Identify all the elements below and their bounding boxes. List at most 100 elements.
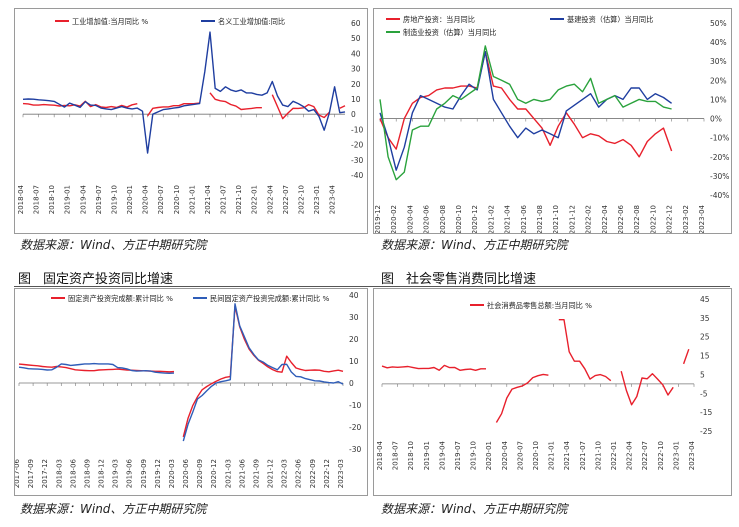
- x-tick-label: 2020-04: [406, 204, 414, 233]
- x-tick-label: 2019-10: [110, 185, 118, 214]
- x-tick-label: 2022-10: [657, 441, 665, 470]
- x-tick-label: 2019-01: [423, 441, 431, 470]
- x-tick-label: 2022-01: [251, 185, 259, 214]
- x-tick-label: 2022-01: [610, 441, 618, 470]
- x-tick-label: 2021-06: [238, 458, 246, 488]
- x-tick-label: 2023-02: [682, 205, 690, 233]
- figure-label: 图: [18, 272, 32, 287]
- chart-industrial-value-added: -40 -30 -20 -10 0 10 20 30 40 50 60 2018-04 2018-07 2…: [14, 8, 368, 234]
- y-tick-label: -15: [700, 408, 712, 417]
- x-tick-label: 2020-02: [390, 205, 398, 233]
- x-tick-label: 2020-07: [157, 185, 165, 214]
- caption-divider: [14, 286, 730, 287]
- series-line: [379, 45, 672, 181]
- x-tick-label: 2020-09: [196, 459, 204, 488]
- x-tick-label: 2018-09: [83, 459, 91, 488]
- x-tick-label: 2018-12: [98, 459, 106, 488]
- y-tick-label: 50: [351, 34, 361, 43]
- x-tick-label: 2021-02: [487, 205, 495, 233]
- x-tick-label: 2022-07: [282, 185, 290, 214]
- chart-investment-monthly: -40% -30% -20% -10% 0% 10% 20% 30% 40% 50% 2019-12…: [373, 8, 732, 234]
- x-tick-label: 2021-01: [548, 441, 556, 470]
- y-tick-label: -10: [351, 125, 363, 134]
- x-tick-label: 2020-10: [532, 441, 540, 470]
- y-tick-label: 5: [700, 370, 705, 379]
- series-line: [18, 303, 344, 442]
- legend-label: 制造业投资（估算）当月同比: [403, 28, 496, 37]
- legend-label: 固定资产投资完成额:累计同比 %: [68, 294, 173, 303]
- y-tick-label: 30: [349, 313, 359, 322]
- x-tick-label: 2021-09: [252, 459, 260, 488]
- x-tick-label: 2020-06: [423, 204, 431, 233]
- x-tick-label: 2022-12: [666, 205, 674, 233]
- x-tick-label: 2020-01: [485, 441, 493, 470]
- series-line: [379, 51, 673, 171]
- y-tick-label: -30%: [710, 172, 729, 181]
- y-tick-label: 30%: [710, 57, 727, 66]
- y-tick-label: 50%: [710, 19, 727, 28]
- y-tick-label: 15: [700, 352, 710, 361]
- y-tick-label: 20%: [710, 76, 727, 85]
- caption-fixed-asset-investment: 图固定资产投资同比增速: [18, 268, 173, 287]
- x-tick-label: 2019-12: [374, 205, 382, 233]
- series-line: [18, 305, 344, 438]
- x-tick-label: 2021-07: [579, 441, 587, 470]
- x-tick-label: 2021-10: [235, 185, 243, 214]
- x-tick-label: 2021-08: [536, 205, 544, 233]
- y-tick-label: 45: [700, 295, 710, 304]
- x-tick-label: 2018-06: [69, 458, 77, 488]
- source-note-4: 数据来源：Wind、方正中期研究院: [381, 502, 568, 516]
- x-tick-label: 2023-01: [672, 441, 680, 470]
- x-tick-label: 2022-06: [617, 204, 625, 233]
- x-tick-label: 2022-04: [266, 184, 274, 214]
- x-tick-label: 2019-06: [126, 458, 134, 488]
- x-tick-label: 2021-10: [594, 441, 602, 470]
- x-tick-label: 2020-01: [126, 185, 134, 214]
- x-tick-label: 2017-09: [27, 459, 35, 488]
- x-tick-label: 2022-07: [641, 441, 649, 470]
- x-tick-label: 2020-10: [455, 205, 463, 233]
- chart-industrial-value-added-svg: -40 -30 -20 -10 0 10 20 30 40 50 60 2018-04 2018-07 2…: [17, 17, 363, 214]
- x-tick-label: 2019-07: [95, 185, 103, 214]
- x-tick-label: 2022-04: [601, 204, 609, 233]
- y-tick-label: 25: [700, 333, 710, 342]
- series-line: [379, 51, 673, 158]
- y-tick-label: -40%: [710, 191, 729, 200]
- series-line: [22, 92, 346, 120]
- x-tick-label: 2021-10: [552, 205, 560, 233]
- y-tick-label: 35: [700, 314, 710, 323]
- x-tick-label: 2020-03: [168, 459, 176, 488]
- x-tick-label: 2023-04: [698, 204, 706, 233]
- x-tick-label: 2021-07: [220, 185, 228, 214]
- x-tick-label: 2019-12: [154, 459, 162, 488]
- x-tick-label: 2019-04: [438, 440, 446, 470]
- x-tick-label: 2019-10: [470, 441, 478, 470]
- x-tick-label: 2020-07: [516, 441, 524, 470]
- figure-label: 图: [381, 272, 395, 287]
- x-tick-label: 2018-03: [55, 459, 63, 488]
- x-tick-label: 2020-10: [173, 185, 181, 214]
- x-tick-label: 2022-10: [649, 205, 657, 233]
- x-tick-label: 2022-02: [585, 205, 593, 233]
- x-tick-label: 2019-03: [112, 459, 120, 488]
- x-tick-label: 2021-04: [504, 204, 512, 233]
- y-tick-label: 20: [349, 335, 359, 344]
- y-tick-label: -10%: [710, 134, 729, 143]
- y-tick-label: -10: [349, 401, 361, 410]
- y-tick-label: 10: [351, 95, 361, 104]
- x-tick-label: 2018-04: [376, 440, 384, 470]
- x-tick-label: 2021-03: [224, 459, 232, 488]
- y-tick-label: -30: [351, 156, 363, 165]
- x-tick-label: 2020-06: [182, 458, 190, 488]
- chart-fixed-asset-investment: -30 -20 -10 0 10 20 30 40 2017-06 2017-09 2017-12 2…: [14, 288, 368, 496]
- chart-retail-sales: -25 -15 -5 5 15 25 35 45 2018-04 2018-07 2018-10 20…: [373, 288, 732, 496]
- x-tick-label: 2021-12: [568, 205, 576, 233]
- legend-label: 基建投资（估算）当月同比: [567, 15, 653, 24]
- caption-title: 社会零售消费同比增速: [406, 272, 537, 287]
- y-tick-label: 10%: [710, 95, 727, 104]
- x-tick-label: 2021-04: [563, 440, 571, 470]
- legend-label: 民间固定资产投资完成额:累计同比 %: [210, 294, 330, 303]
- x-tick-label: 2020-12: [471, 205, 479, 233]
- x-tick-label: 2022-10: [297, 185, 305, 214]
- x-tick-label: 2017-12: [41, 459, 49, 488]
